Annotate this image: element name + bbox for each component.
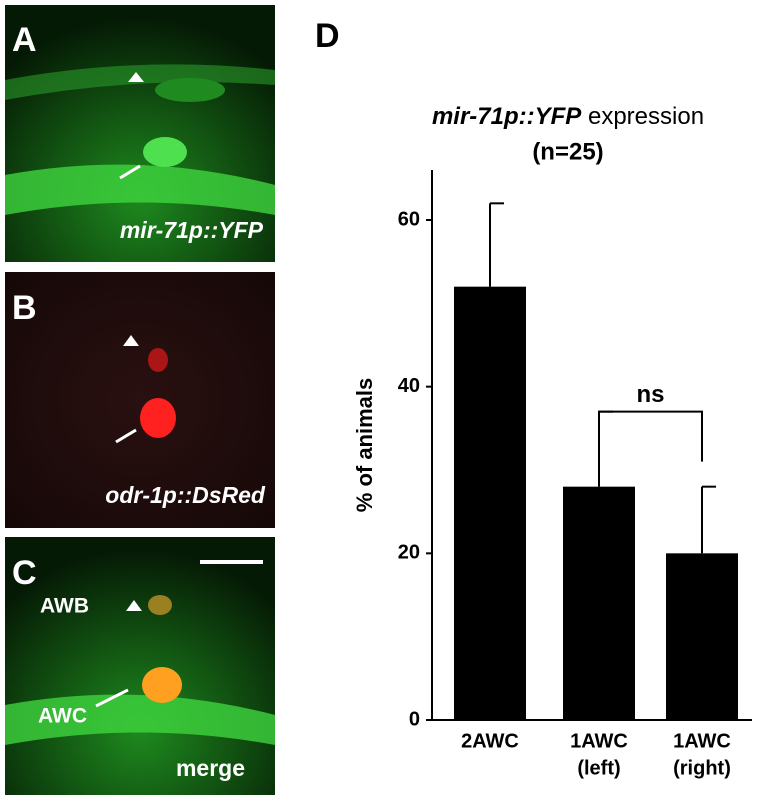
significance-label: ns	[636, 381, 664, 408]
panel-c	[5, 537, 275, 795]
panel-caption: odr-1p::DsRed	[105, 482, 266, 508]
panel-label: D	[315, 17, 340, 55]
y-axis-label: % of animals	[352, 378, 377, 512]
panel-a	[5, 5, 275, 262]
bar	[454, 286, 526, 720]
y-tick-label: 0	[409, 708, 420, 730]
panel-caption: merge	[176, 755, 245, 781]
chart-subtitle: (n=25)	[532, 138, 603, 165]
cell-label: AWB	[40, 595, 89, 618]
y-tick-label: 60	[398, 208, 420, 230]
title-gene: mir-71p::YFP	[432, 103, 582, 130]
significance-bracket	[598, 410, 703, 462]
y-tick-label: 40	[398, 375, 420, 397]
x-tick-label: (left)	[577, 757, 620, 779]
x-tick-label: (right)	[673, 757, 731, 779]
bar	[666, 553, 738, 720]
x-tick-label: 1AWC	[673, 730, 731, 752]
x-tick-label: 2AWC	[461, 730, 519, 752]
chart-title: mir-71p::YFP expression	[432, 103, 704, 130]
cell-label: AWC	[38, 705, 87, 728]
bar	[563, 486, 635, 720]
panel-b	[5, 272, 275, 528]
x-tick-label: 1AWC	[570, 730, 628, 752]
panel-caption: mir-71p::YFP	[120, 217, 264, 243]
y-tick-label: 20	[398, 542, 420, 564]
panel-label: B	[12, 289, 37, 327]
title-text: expression	[588, 103, 704, 130]
panel-label: C	[12, 554, 37, 592]
panel-label: A	[12, 21, 37, 59]
